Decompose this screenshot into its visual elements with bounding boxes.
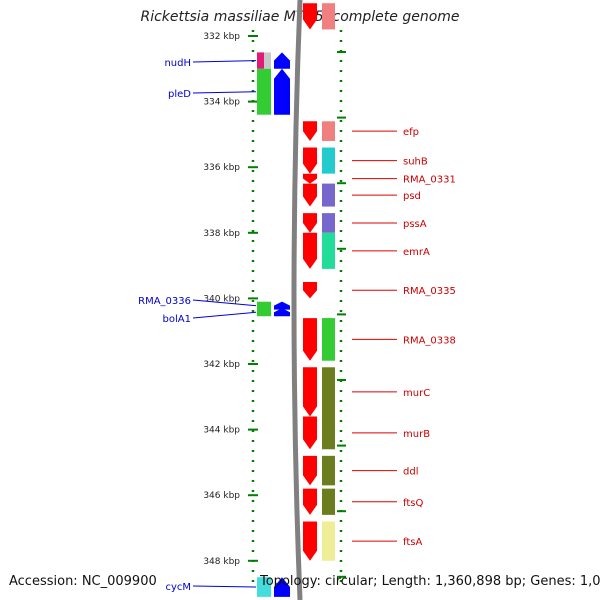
gene-label: RMA_0336 <box>138 296 191 307</box>
gene-layer <box>257 3 335 597</box>
gene-arrow <box>303 213 317 233</box>
gene-category-block <box>264 68 271 115</box>
gene-leader-line <box>192 585 257 588</box>
gene-arrow <box>303 367 317 417</box>
gene-label: ddl <box>403 467 418 478</box>
gene-category-block <box>322 121 335 141</box>
gene-label: ftsQ <box>403 498 423 509</box>
scale-tick-label: 338 kbp <box>203 229 240 239</box>
gene-arrow <box>303 173 317 184</box>
topology-summary-text: Topology: circular; Length: 1,360,898 bp… <box>260 574 600 589</box>
gene-label: ftsA <box>403 537 422 548</box>
scale-tick-label: 348 kbp <box>203 557 240 567</box>
gene-category-block <box>264 301 271 310</box>
scale-tick-label: 342 kbp <box>203 360 240 370</box>
scale-tick-label: 340 kbp <box>203 294 240 304</box>
gene-category-block <box>322 318 335 361</box>
gene-category-block <box>264 52 271 69</box>
gene-category-block <box>322 455 335 486</box>
gene-arrow <box>303 121 317 141</box>
gene-category-block <box>264 308 271 317</box>
gene-arrow <box>274 308 290 317</box>
gene-label: nudH <box>164 58 191 69</box>
scale-tick-label: 332 kbp <box>203 32 240 42</box>
gene-category-block <box>322 282 335 299</box>
gene-arrow <box>274 577 290 597</box>
gene-label: RMA_0335 <box>403 286 456 297</box>
gene-category-block <box>257 308 264 317</box>
gene-category-block <box>322 183 335 207</box>
gene-category-block <box>322 416 335 450</box>
scale-tick-label: 344 kbp <box>203 426 240 436</box>
gene-leader-line <box>192 91 257 94</box>
genome-backbone <box>291 0 303 600</box>
gene-leader-line <box>192 299 257 307</box>
gene-category-block <box>257 577 264 597</box>
scale-tick-label: 346 kbp <box>203 491 240 501</box>
gene-arrow <box>303 183 317 207</box>
gene-label: murC <box>403 388 430 399</box>
gene-category-block <box>264 577 271 597</box>
gene-label: psd <box>403 191 421 202</box>
gene-leader-line <box>192 311 257 319</box>
gene-arrow <box>303 455 317 486</box>
accession-text: Accession: NC_009900 <box>9 574 157 589</box>
gene-category-block <box>257 52 264 69</box>
gene-category-block <box>322 173 335 184</box>
gene-category-block <box>322 488 335 515</box>
gene-label: efp <box>403 127 419 138</box>
gene-arrow <box>303 232 317 269</box>
scale-tick-label: 336 kbp <box>203 163 240 173</box>
gene-arrow <box>303 147 317 174</box>
gene-category-block <box>257 68 264 115</box>
gene-leader-line <box>192 60 257 63</box>
gene-arrow <box>303 282 317 299</box>
gene-label: RMA_0338 <box>403 335 456 346</box>
gene-label: pssA <box>403 219 427 230</box>
gene-arrow <box>303 416 317 450</box>
gene-label: pleD <box>168 89 191 100</box>
gene-category-block <box>257 301 264 310</box>
gene-label: cycM <box>165 582 191 593</box>
axis-layer <box>251 0 343 600</box>
gene-label: murB <box>403 429 430 440</box>
gene-arrow <box>303 488 317 515</box>
gene-arrow <box>303 3 317 30</box>
gene-label: RMA_0331 <box>403 175 456 186</box>
gene-arrow <box>274 301 290 310</box>
gene-category-block <box>322 232 335 269</box>
tick-layer: 332 kbp 334 kbp 336 kbp 338 kbp 340 kbp 342 k… <box>203 32 346 578</box>
gene-category-block <box>322 3 335 30</box>
gene-arrow <box>303 521 317 561</box>
gene-arrow <box>274 52 290 69</box>
gene-arrow <box>303 318 317 361</box>
gene-arrow <box>274 68 290 115</box>
gene-category-block <box>322 213 335 233</box>
label-layer: nudH pleD RMA_0336 bolA1 cycM efp suhB RMA_0331… <box>138 58 456 593</box>
gene-label: emrA <box>403 247 430 258</box>
gene-category-block <box>322 367 335 417</box>
gene-category-block <box>322 147 335 174</box>
gene-label: suhB <box>403 157 428 168</box>
gene-category-block <box>322 521 335 561</box>
gene-label: bolA1 <box>163 314 191 325</box>
scale-tick-label: 334 kbp <box>203 98 240 108</box>
